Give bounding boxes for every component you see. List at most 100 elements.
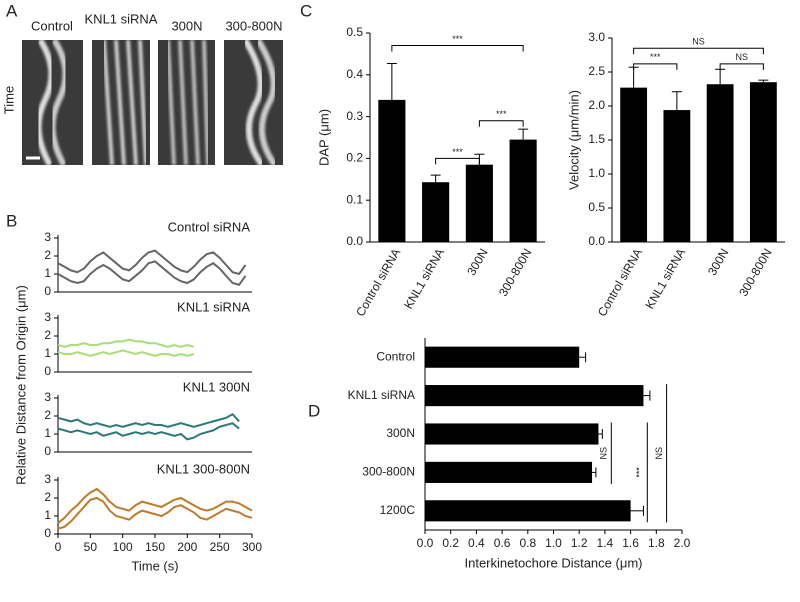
y-tick-label: 0.4 [346, 67, 363, 81]
y-axis-label: Velocity (μm/min) [566, 90, 581, 190]
significance-label: *** [635, 467, 645, 478]
kymograph-label: 300N [171, 18, 202, 33]
kymograph-label: KNL1 siRNA [85, 11, 158, 26]
bar [425, 461, 593, 483]
significance-label: *** [452, 34, 463, 44]
y-tick-label: 1.0 [588, 166, 605, 180]
x-tick-label: 50 [84, 540, 98, 554]
x-tick-label: 0.2 [442, 536, 459, 550]
y-tick-label: 2 [44, 408, 51, 422]
bar [422, 182, 450, 242]
x-tick-label: 1.2 [571, 536, 588, 550]
y-tick-label: 3 [44, 390, 51, 404]
y-axis-label: DAP (μm) [316, 109, 331, 166]
y-tick-label: 3 [44, 472, 51, 486]
significance-label: *** [496, 109, 507, 119]
significance-label: NS [735, 52, 748, 62]
x-tick-label: 2.0 [674, 536, 691, 550]
bar [749, 82, 777, 242]
significance-label: NS [654, 447, 664, 460]
y-tick-label: 1.5 [588, 132, 605, 146]
significance-bracket [633, 63, 678, 70]
significance-bracket [719, 63, 764, 70]
panel-label: A [6, 1, 18, 20]
y-tick-label: 2 [44, 328, 51, 342]
x-tick-label: 300N [705, 246, 731, 278]
y-tick-label: 1 [44, 266, 51, 280]
y-tick-label: 0.0 [588, 234, 605, 248]
y-tick-label: 0 [44, 364, 51, 378]
line [57, 249, 247, 276]
y-axis-label: Relative Distance from Origin (μm) [13, 285, 28, 485]
y-tick-label: 1 [44, 426, 51, 440]
x-tick-label: KNL1 siRNA [642, 246, 688, 311]
x-tick-label: 300-800N [736, 246, 774, 299]
significance-bracket [435, 157, 480, 165]
x-tick-label: 0.8 [519, 536, 536, 550]
x-tick-label: 0.6 [494, 536, 511, 550]
significance-label: NS [692, 37, 705, 47]
line [57, 496, 253, 530]
line [57, 260, 247, 286]
bar [663, 110, 691, 242]
y-tick-label: 0.5 [588, 200, 605, 214]
y-tick-label: 3 [44, 230, 51, 244]
kymograph-label: 300-800N [225, 18, 282, 33]
y-tick-label: 0.2 [346, 151, 363, 165]
bar [425, 423, 599, 445]
line [57, 412, 240, 428]
y-tick-label: 3.0 [588, 30, 605, 44]
bar [706, 84, 734, 243]
line [57, 422, 240, 441]
x-tick-label: 250 [210, 540, 230, 554]
bar [509, 139, 537, 242]
x-tick-label: 200 [177, 540, 197, 554]
bar [465, 164, 493, 242]
x-tick-label: 1.0 [545, 536, 562, 550]
significance-bracket [633, 47, 764, 55]
x-tick-label: 0.0 [417, 536, 434, 550]
bar [620, 87, 648, 242]
x-tick-label: Control siRNA [595, 246, 645, 319]
panel-label: D [308, 401, 320, 420]
x-tick-label: KNL1 siRNA [401, 246, 447, 311]
y-tick-label: 3 [44, 310, 51, 324]
panel-label: B [6, 211, 17, 230]
y-tick-label: 0.0 [346, 234, 363, 248]
y-tick-label: 0.3 [346, 109, 363, 123]
y-tick-label: 1 [44, 346, 51, 360]
y-tick-label: 0.5 [346, 25, 363, 39]
subplot-title: Control siRNA [168, 219, 251, 234]
significance-label: NS [599, 447, 609, 460]
y-tick-label: 0 [44, 526, 51, 540]
x-tick-label: 1.8 [648, 536, 665, 550]
x-tick-label: 1.4 [597, 536, 614, 550]
y-tick-label: 2 [44, 490, 51, 504]
y-tick-label: Control [376, 349, 415, 363]
line [57, 349, 195, 357]
line [57, 487, 253, 524]
significance-bracket [391, 45, 524, 52]
bar [425, 346, 580, 368]
kymograph-images [22, 38, 283, 167]
x-tick-label: 300-800N [496, 246, 534, 299]
y-tick-label: 300N [386, 426, 415, 440]
y-tick-label: 0.1 [346, 192, 363, 206]
significance-label: *** [452, 147, 463, 157]
x-tick-label: Control siRNA [353, 246, 403, 319]
kymograph-label: Control [31, 18, 73, 33]
significance-label: *** [650, 52, 661, 62]
x-axis-label: Time (s) [131, 558, 178, 573]
significance-bracket [478, 120, 524, 127]
x-tick-label: 300N [464, 246, 490, 278]
subplot-title: KNL1 300-800N [157, 461, 250, 476]
y-tick-label: KNL1 siRNA [348, 388, 415, 402]
bar [425, 385, 644, 407]
x-tick-label: 0.4 [468, 536, 485, 550]
y-tick-label: 0 [44, 444, 51, 458]
line [57, 338, 195, 348]
subplot-title: KNL1 300N [183, 379, 250, 394]
panel-label: C [300, 1, 312, 20]
x-tick-label: 150 [145, 540, 165, 554]
